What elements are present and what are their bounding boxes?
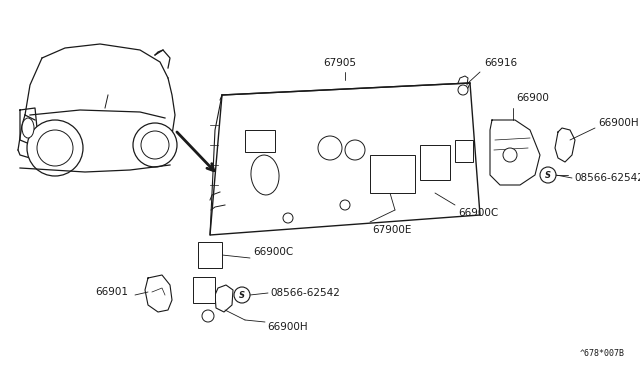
Text: 67905: 67905 [323,58,356,68]
Circle shape [234,287,250,303]
Circle shape [202,310,214,322]
Circle shape [37,130,73,166]
Text: S: S [545,170,551,180]
Text: 66900H: 66900H [598,118,639,128]
Text: 66900: 66900 [516,93,549,103]
Text: 66900H: 66900H [267,322,308,332]
Text: S: S [239,291,245,299]
Ellipse shape [22,118,34,138]
Text: 66916: 66916 [484,58,517,68]
Bar [455,140,473,162]
Bar [370,155,415,193]
Circle shape [141,131,169,159]
Circle shape [503,148,517,162]
Circle shape [283,213,293,223]
Circle shape [27,120,83,176]
Text: 08566-62542: 08566-62542 [270,288,340,298]
Bar [193,277,215,303]
Text: 66900C: 66900C [458,208,499,218]
Circle shape [133,123,177,167]
Text: 67900E: 67900E [372,225,412,235]
Bar [245,130,275,152]
Circle shape [340,200,350,210]
Circle shape [345,140,365,160]
Circle shape [540,167,556,183]
Circle shape [458,85,468,95]
Bar [420,145,450,180]
Circle shape [318,136,342,160]
Text: 08566-62542: 08566-62542 [574,173,640,183]
Text: ^678*007B: ^678*007B [580,349,625,358]
Text: 66900C: 66900C [253,247,293,257]
Bar [198,242,222,268]
Ellipse shape [251,155,279,195]
Text: 66901: 66901 [95,287,128,297]
